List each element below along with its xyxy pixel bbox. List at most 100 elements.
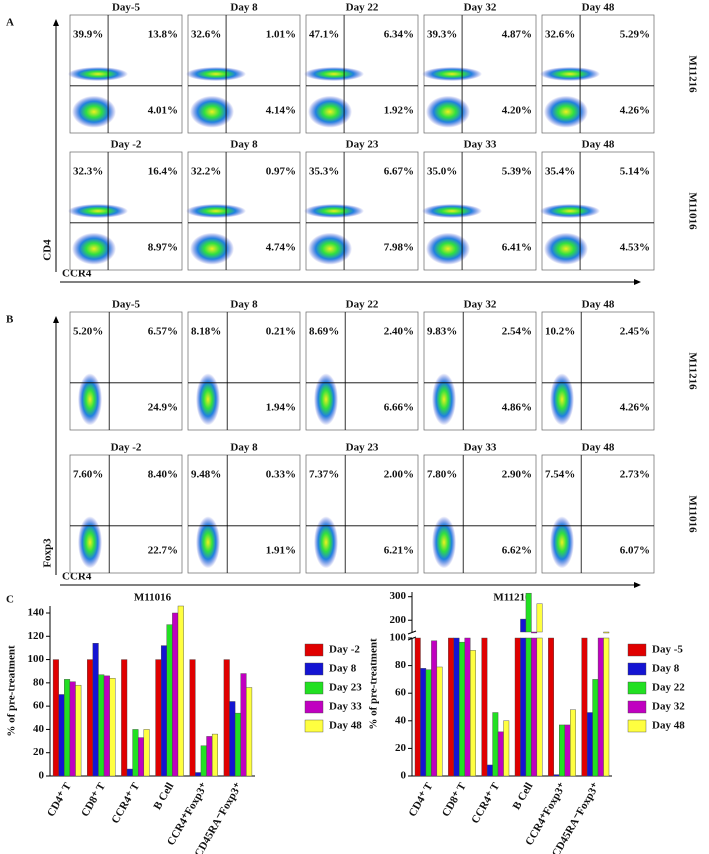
quadrant-percent: 9.48% bbox=[191, 469, 221, 481]
bar bbox=[126, 768, 133, 777]
quadrant-percent: 4.01% bbox=[148, 105, 178, 117]
bar bbox=[211, 733, 218, 777]
quadrant-percent: 0.97% bbox=[266, 166, 296, 178]
quadrant-percent: 32.3% bbox=[73, 166, 103, 178]
y-tick-label: 40 bbox=[395, 714, 407, 726]
bar bbox=[414, 637, 421, 777]
density-cloud bbox=[190, 95, 234, 128]
bar bbox=[155, 659, 162, 777]
y-tick-label: 100 bbox=[28, 653, 45, 665]
bar bbox=[166, 624, 173, 777]
quadrant-percent: 0.21% bbox=[266, 326, 296, 338]
plot-title: Day 8 bbox=[230, 139, 258, 151]
bar bbox=[570, 709, 576, 777]
x-axis-label: CCR4 bbox=[62, 571, 92, 583]
density-cloud bbox=[196, 516, 220, 569]
plot-title: Day 32 bbox=[464, 2, 497, 14]
bar bbox=[177, 605, 184, 777]
plot-title: Day 33 bbox=[464, 139, 497, 151]
density-cloud bbox=[72, 95, 116, 128]
bar bbox=[459, 641, 465, 777]
bar bbox=[597, 637, 604, 777]
bar bbox=[425, 669, 432, 777]
density-cloud bbox=[550, 516, 574, 569]
bar bbox=[464, 637, 471, 777]
bar bbox=[195, 772, 202, 777]
x-tick-label: CD4⁺ T bbox=[45, 780, 74, 819]
quadrant-percent: 7.37% bbox=[309, 469, 339, 481]
legend-swatch bbox=[304, 700, 324, 714]
y-tick-label: 0 bbox=[401, 770, 407, 782]
bar bbox=[64, 679, 71, 777]
quadrant-percent: 8.69% bbox=[309, 326, 339, 338]
density-cloud bbox=[186, 67, 246, 81]
bar bbox=[520, 618, 527, 633]
panel-label: B bbox=[6, 314, 14, 326]
plot-title: Day -2 bbox=[111, 442, 142, 454]
bar bbox=[189, 659, 196, 777]
y-tick-label: 0 bbox=[39, 770, 45, 782]
legend-swatch bbox=[627, 681, 647, 695]
bar bbox=[431, 640, 438, 777]
density-cloud bbox=[432, 373, 456, 426]
quadrant-percent: 4.53% bbox=[620, 242, 650, 254]
quadrant-percent: 6.66% bbox=[384, 402, 414, 414]
density-cloud bbox=[540, 204, 600, 218]
bar bbox=[98, 674, 105, 777]
density-cloud bbox=[304, 67, 364, 81]
quadrant-percent: 6.21% bbox=[384, 545, 414, 557]
quadrant-percent: 32.2% bbox=[191, 166, 221, 178]
y-tick-label: 60 bbox=[33, 700, 45, 712]
chart-title: M11016 bbox=[134, 592, 172, 604]
legend-label: Day -2 bbox=[329, 644, 360, 656]
plot-title: Day 33 bbox=[464, 442, 497, 454]
y-axis-label: Foxp3 bbox=[42, 538, 54, 568]
bar bbox=[497, 731, 504, 777]
density-cloud bbox=[426, 232, 470, 265]
legend-label: Day 23 bbox=[329, 682, 362, 694]
y-tick-label: 40 bbox=[33, 723, 45, 735]
bar bbox=[234, 712, 241, 777]
sample-label: M11016 bbox=[686, 495, 698, 533]
density-cloud bbox=[196, 373, 220, 426]
density-cloud bbox=[422, 67, 482, 81]
y-tick-label: 60 bbox=[395, 687, 407, 699]
bar bbox=[492, 712, 499, 777]
quadrant-percent: 5.20% bbox=[73, 326, 103, 338]
sample-label: M11016 bbox=[686, 192, 698, 230]
legend-swatch bbox=[304, 643, 324, 657]
quadrant-percent: 7.98% bbox=[384, 242, 414, 254]
quadrant-percent: 6.57% bbox=[148, 326, 178, 338]
plot-title: Day-5 bbox=[112, 299, 141, 311]
x-tick-label: CCR4⁺ T bbox=[469, 780, 502, 826]
legend-swatch bbox=[627, 662, 647, 676]
quadrant-percent: 8.97% bbox=[148, 242, 178, 254]
y-axis-label: % of pre-treatment bbox=[6, 645, 18, 737]
quadrant-percent: 24.9% bbox=[148, 402, 178, 414]
density-cloud bbox=[78, 516, 102, 569]
quadrant-percent: 4.86% bbox=[502, 402, 532, 414]
bar bbox=[240, 673, 247, 777]
quadrant-percent: 4.26% bbox=[620, 105, 650, 117]
quadrant-percent: 8.18% bbox=[191, 326, 221, 338]
bar bbox=[470, 650, 476, 777]
quadrant-percent: 35.3% bbox=[309, 166, 339, 178]
x-tick-label: CD4⁺ T bbox=[407, 780, 436, 819]
quadrant-percent: 6.34% bbox=[384, 29, 414, 41]
quadrant-percent: 9.83% bbox=[427, 326, 457, 338]
quadrant-percent: 4.14% bbox=[266, 105, 296, 117]
density-cloud bbox=[550, 373, 574, 426]
panel-label: C bbox=[6, 594, 14, 606]
quadrant-percent: 7.80% bbox=[427, 469, 457, 481]
bar bbox=[69, 681, 76, 777]
legend-label: Day 48 bbox=[329, 720, 362, 732]
plot-title: Day 48 bbox=[582, 442, 615, 454]
bar bbox=[553, 774, 560, 777]
plot-title: Day 48 bbox=[582, 139, 615, 151]
density-cloud bbox=[314, 373, 338, 426]
x-axis-label: CCR4 bbox=[62, 268, 92, 280]
y-tick-label: 100 bbox=[390, 632, 407, 644]
legend-label: Day 8 bbox=[329, 663, 357, 675]
quadrant-percent: 0.33% bbox=[266, 469, 296, 481]
bar bbox=[453, 637, 460, 777]
